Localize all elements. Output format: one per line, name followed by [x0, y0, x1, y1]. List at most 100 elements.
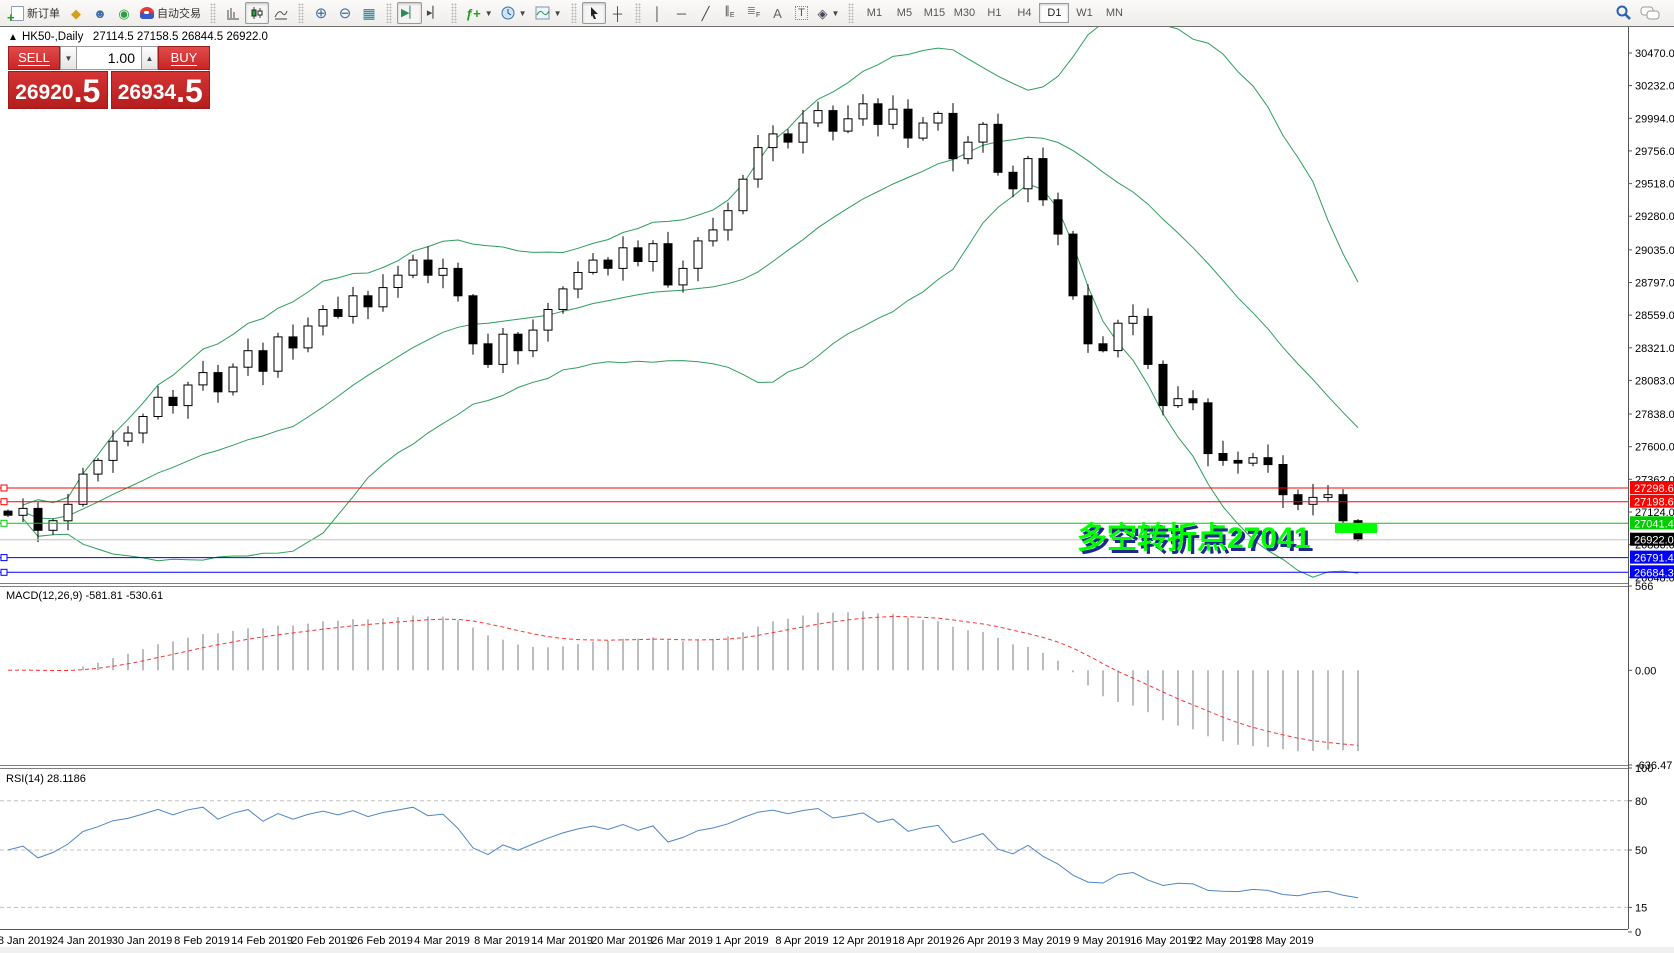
volume-decrease-button[interactable]: ▼ [60, 46, 77, 70]
timeframe-group: M1 M5 M15 M30 H1 H4 D1 W1 MN [856, 0, 1132, 26]
candle [948, 112, 958, 160]
date-tick-label: 14 Feb 2019 [231, 935, 293, 947]
arrows-dropdown-button[interactable]: ◈ ▼ [814, 2, 844, 24]
candle [213, 372, 223, 393]
text-button[interactable]: A [766, 2, 790, 24]
chart-shift-button[interactable]: ▸▏ [422, 2, 446, 24]
sell-button[interactable]: SELL [8, 46, 60, 70]
autotrading-button[interactable]: 自动交易 [136, 2, 205, 24]
timeframe-button-d1[interactable]: D1 [1039, 3, 1070, 23]
level-handle[interactable] [0, 519, 8, 527]
timeframe-button-m30[interactable]: M30 [953, 7, 976, 19]
auto-scroll-button[interactable]: ▶▏ [397, 2, 422, 24]
date-tick-label: 8 Apr 2019 [775, 935, 828, 947]
candle [1053, 199, 1063, 235]
timeframe-button-m15[interactable]: M15 [923, 7, 946, 19]
candle [558, 288, 568, 310]
date-tick-label: 26 Mar 2019 [651, 935, 713, 947]
macd-tick-label: -636.47 [1635, 760, 1672, 772]
date-tick-label: 30 Jan 2019 [112, 935, 173, 947]
toolbar-separator [848, 3, 855, 23]
buy-price-display[interactable]: 26934.5 [110, 71, 210, 109]
price-tick-label: 28797.0 [1635, 278, 1674, 290]
date-tick-label: 9 May 2019 [1073, 935, 1130, 947]
horizontal-line-button[interactable]: ─ [670, 2, 694, 24]
candle [438, 267, 448, 276]
new-order-button[interactable]: 新订单 [7, 2, 64, 25]
candle [678, 267, 688, 286]
fibonacci-button[interactable]: ≣F [742, 2, 766, 24]
new-order-icon [7, 5, 24, 25]
candle [153, 396, 163, 417]
trendline-button[interactable]: ╱ [694, 2, 718, 24]
indicators-dropdown-button[interactable]: ƒ+ ▼ [462, 2, 497, 24]
periods-dropdown-button[interactable]: ▼ [497, 2, 531, 24]
price-tick-label: 28559.0 [1635, 310, 1674, 322]
sell-price-int: 26920 [15, 81, 74, 104]
autotrading-label: 自动交易 [157, 8, 201, 20]
signals-button[interactable]: ☻ [88, 2, 112, 24]
news-signal-button[interactable]: ◉ [112, 2, 136, 24]
candlestick-chart-button[interactable] [245, 2, 269, 24]
horizontal-line-icon: ─ [676, 5, 687, 21]
bar-chart-button[interactable] [221, 2, 245, 24]
chat-icon[interactable] [1640, 6, 1660, 21]
volume-increase-button[interactable]: ▲ [141, 46, 158, 70]
price-badge-label: 27041.4 [1634, 518, 1674, 530]
candle [1188, 398, 1198, 404]
price-tick-label: 29756.0 [1635, 146, 1674, 158]
candle [1203, 402, 1213, 455]
timeframe-button-mn[interactable]: MN [1105, 7, 1123, 19]
level-handle[interactable] [0, 554, 8, 562]
candle [1278, 464, 1288, 496]
candle [978, 123, 988, 143]
equidistant-channel-button[interactable]: ∥E [718, 2, 742, 24]
candle [1293, 494, 1303, 505]
macd-label: MACD(12,26,9) -581.81 -530.61 [6, 590, 163, 602]
zoom-in-button[interactable]: ⊕ [309, 2, 333, 24]
search-icon[interactable] [1616, 5, 1632, 21]
candle [93, 459, 103, 475]
zoom-out-button[interactable]: ⊖ [333, 2, 357, 24]
crosshair-button[interactable]: ┼ [606, 2, 630, 24]
candle [48, 520, 58, 531]
tile-windows-button[interactable]: ▦ [357, 2, 381, 24]
market-watch-button[interactable]: ◆ [64, 2, 88, 24]
level-handle[interactable] [0, 498, 8, 506]
candle [903, 108, 913, 139]
candle [1083, 295, 1093, 345]
level-handle[interactable] [0, 484, 8, 492]
cursor-button[interactable] [581, 2, 606, 24]
volume-input[interactable] [77, 46, 141, 70]
price-tick-label: 27600.0 [1635, 442, 1674, 454]
candle [63, 503, 73, 522]
timeframe-button-h1[interactable]: H1 [987, 7, 1002, 19]
date-tick-label: 16 May 2019 [1130, 935, 1194, 947]
candle [888, 108, 898, 125]
macd-tick-label: 0.00 [1635, 665, 1656, 677]
candle [588, 259, 598, 273]
vertical-line-button[interactable]: │ [646, 2, 670, 24]
text-label-button[interactable]: T [790, 2, 814, 24]
chart-collapse-icon[interactable]: ▲ [8, 32, 18, 43]
price-tick-label: 28083.0 [1635, 375, 1674, 387]
line-chart-button[interactable] [269, 2, 293, 24]
timeframe-button-m5[interactable]: M5 [896, 7, 913, 19]
sell-price-display[interactable]: 26920.5 [8, 71, 108, 109]
candle [183, 384, 193, 407]
timeframe-button-h4[interactable]: H4 [1017, 7, 1032, 19]
macd-signal-line [7, 615, 1359, 746]
timeframe-button-m1[interactable]: M1 [866, 7, 883, 19]
buy-button[interactable]: BUY [158, 46, 210, 70]
pivot-highlight-bar[interactable] [1335, 523, 1377, 533]
pivot-annotation[interactable]: 多空转折点27041 [1077, 522, 1310, 555]
timeframe-button-w1[interactable]: W1 [1076, 7, 1093, 19]
templates-dropdown-button[interactable]: ▼ [531, 2, 566, 24]
price-badge-label: 26791.4 [1634, 553, 1674, 565]
buy-button-label: BUY [170, 50, 198, 66]
line-chart-icon [274, 10, 288, 20]
candle [963, 141, 973, 160]
level-handle[interactable] [0, 568, 8, 576]
candle [378, 287, 388, 308]
